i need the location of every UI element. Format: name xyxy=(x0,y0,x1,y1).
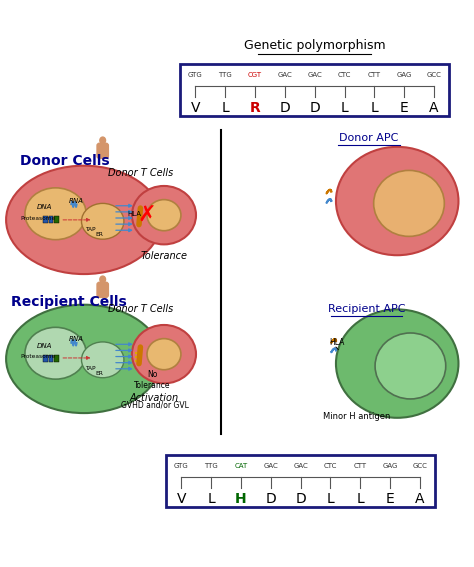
Ellipse shape xyxy=(336,147,458,255)
Ellipse shape xyxy=(25,327,86,379)
Text: DNA: DNA xyxy=(37,342,53,349)
Text: RNA: RNA xyxy=(68,197,83,204)
Text: TAP: TAP xyxy=(85,227,95,232)
Bar xyxy=(54,354,59,362)
FancyBboxPatch shape xyxy=(97,282,109,297)
Ellipse shape xyxy=(100,137,106,144)
Text: Recipient Cells: Recipient Cells xyxy=(11,295,127,310)
Text: GAC: GAC xyxy=(264,463,278,469)
Text: A: A xyxy=(429,101,439,115)
Text: L: L xyxy=(341,101,348,115)
Text: GTG: GTG xyxy=(174,463,189,469)
Text: GCC: GCC xyxy=(412,463,428,469)
Ellipse shape xyxy=(374,171,444,236)
Text: GAC: GAC xyxy=(307,72,322,78)
Text: GAG: GAG xyxy=(397,72,412,78)
Text: R: R xyxy=(250,101,260,115)
Text: Minor H antigen: Minor H antigen xyxy=(323,412,391,421)
Text: CAT: CAT xyxy=(234,463,247,469)
Ellipse shape xyxy=(25,188,86,240)
FancyBboxPatch shape xyxy=(97,143,109,158)
Text: Tolerance: Tolerance xyxy=(140,251,187,261)
Text: GAG: GAG xyxy=(383,463,398,469)
Text: Activation: Activation xyxy=(130,392,179,403)
Text: TAP: TAP xyxy=(85,366,95,371)
Text: DNA: DNA xyxy=(37,204,53,210)
Text: Donor Cells: Donor Cells xyxy=(20,154,110,168)
Bar xyxy=(54,216,59,223)
Text: L: L xyxy=(221,101,229,115)
Text: GTG: GTG xyxy=(188,72,203,78)
Bar xyxy=(166,455,435,507)
Ellipse shape xyxy=(132,325,196,383)
Ellipse shape xyxy=(132,186,196,244)
Text: E: E xyxy=(386,492,394,506)
Text: GAC: GAC xyxy=(293,463,308,469)
Ellipse shape xyxy=(82,204,124,239)
Text: CTC: CTC xyxy=(324,463,337,469)
Bar xyxy=(48,216,53,223)
Text: ER: ER xyxy=(95,232,103,237)
Text: CTC: CTC xyxy=(338,72,351,78)
Ellipse shape xyxy=(147,338,181,370)
Bar xyxy=(43,216,47,223)
Text: Donor T Cells: Donor T Cells xyxy=(108,168,173,178)
Ellipse shape xyxy=(82,342,124,378)
Text: V: V xyxy=(191,101,200,115)
Text: GAC: GAC xyxy=(278,72,292,78)
Text: Proteasome: Proteasome xyxy=(20,354,55,359)
Text: A: A xyxy=(415,492,425,506)
Text: L: L xyxy=(207,492,215,506)
Ellipse shape xyxy=(147,200,181,231)
Ellipse shape xyxy=(100,276,106,283)
Text: CTT: CTT xyxy=(368,72,381,78)
Bar xyxy=(43,354,47,362)
Text: TTG: TTG xyxy=(219,72,232,78)
Bar xyxy=(181,65,449,116)
Text: L: L xyxy=(371,101,378,115)
Text: V: V xyxy=(176,492,186,506)
Text: L: L xyxy=(356,492,364,506)
Text: TTG: TTG xyxy=(204,463,218,469)
Text: D: D xyxy=(265,492,276,506)
Text: GCC: GCC xyxy=(427,72,442,78)
Text: CGT: CGT xyxy=(248,72,262,78)
Text: HLA: HLA xyxy=(128,211,142,217)
Text: CTT: CTT xyxy=(354,463,367,469)
Text: HLA: HLA xyxy=(329,338,344,347)
Text: GVHD and/or GVL: GVHD and/or GVL xyxy=(120,400,189,409)
Ellipse shape xyxy=(6,166,162,274)
Text: Genetic polymorphism: Genetic polymorphism xyxy=(244,39,385,52)
Text: Donor T Cells: Donor T Cells xyxy=(108,304,173,315)
Text: D: D xyxy=(295,492,306,506)
Text: ER: ER xyxy=(95,371,103,376)
Text: No
Tolerance: No Tolerance xyxy=(134,370,171,390)
Text: Proteasome: Proteasome xyxy=(20,216,55,221)
Text: L: L xyxy=(327,492,334,506)
Ellipse shape xyxy=(336,310,458,418)
Text: RNA: RNA xyxy=(68,336,83,342)
Ellipse shape xyxy=(375,333,446,399)
Ellipse shape xyxy=(6,304,162,413)
Text: Recipient APC: Recipient APC xyxy=(328,304,405,315)
Text: E: E xyxy=(400,101,409,115)
Text: D: D xyxy=(280,101,290,115)
Text: D: D xyxy=(310,101,320,115)
Bar xyxy=(48,354,53,362)
Text: Donor APC: Donor APC xyxy=(339,133,399,143)
Text: H: H xyxy=(235,492,247,506)
Text: ✗: ✗ xyxy=(137,205,156,225)
